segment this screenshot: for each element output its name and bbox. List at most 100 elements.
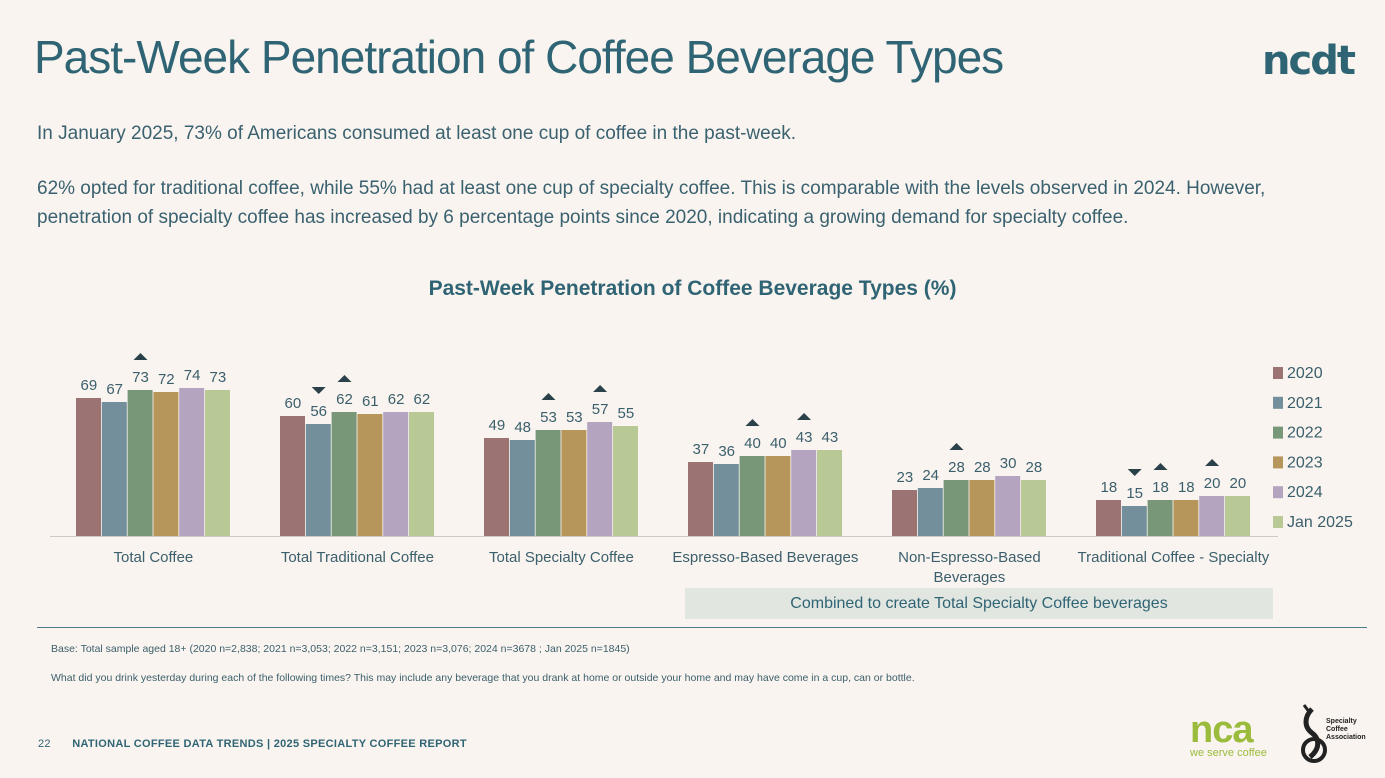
- bar: [892, 490, 917, 536]
- bar-value-label: 36: [718, 443, 735, 460]
- bar-value-label: 53: [566, 409, 583, 426]
- bar: [1096, 500, 1121, 536]
- bar: [484, 438, 509, 536]
- bar-value-label: 56: [310, 403, 327, 420]
- bar: [535, 430, 561, 536]
- combined-note: Combined to create Total Specialty Coffe…: [685, 588, 1273, 619]
- bar-value-label: 69: [81, 377, 98, 394]
- intro-text-2: 62% opted for traditional coffee, while …: [37, 178, 1266, 228]
- ncdt-logo: ncdt: [1262, 38, 1356, 84]
- bar: [765, 456, 791, 536]
- bar: [995, 476, 1021, 536]
- bar: [688, 462, 713, 536]
- bar-value-label: 73: [210, 369, 227, 386]
- intro-text-1: In January 2025, 73% of Americans consum…: [37, 123, 797, 144]
- bar: [205, 390, 230, 536]
- bar: [1147, 500, 1173, 536]
- bar-value-label: 55: [618, 405, 635, 422]
- sig-up-icon: [745, 419, 760, 426]
- bar: [153, 392, 179, 536]
- bar: [76, 398, 101, 536]
- sig-up-icon: [1205, 459, 1220, 466]
- sig-down-icon: [1127, 469, 1142, 476]
- bar-value-label: 28: [1026, 459, 1043, 476]
- x-tick-label: Total Specialty Coffee: [489, 549, 634, 566]
- sig-up-icon: [797, 413, 812, 420]
- bar-value-label: 15: [1126, 485, 1143, 502]
- bar-value-label: 28: [974, 459, 991, 476]
- bar-value-label: 18: [1101, 479, 1118, 496]
- legend-swatch: [1273, 516, 1283, 528]
- x-tick-label: Beverages: [934, 569, 1006, 586]
- bar-value-label: 30: [1000, 455, 1017, 472]
- bar: [331, 412, 357, 536]
- legend-label: 2022: [1287, 425, 1323, 442]
- legend-swatch: [1273, 486, 1283, 499]
- bar: [101, 402, 127, 536]
- bar: [587, 422, 613, 536]
- sig-down-icon: [311, 387, 326, 394]
- legend-swatch: [1273, 456, 1283, 469]
- bar: [613, 426, 638, 536]
- bar: [1225, 496, 1250, 536]
- bar-value-label: 40: [744, 435, 761, 452]
- bar-value-label: 62: [336, 391, 353, 408]
- bar-value-label: 57: [592, 401, 609, 418]
- bar-value-label: 61: [362, 393, 379, 410]
- base-note: Base: Total sample aged 18+ (2020 n=2,83…: [51, 643, 630, 655]
- sca-line-3: Association: [1326, 734, 1366, 741]
- bar-value-label: 18: [1152, 479, 1169, 496]
- bar: [969, 480, 995, 536]
- bar-value-label: 72: [158, 371, 175, 388]
- bar: [179, 388, 205, 536]
- legend-label: 2023: [1287, 454, 1323, 471]
- x-tick-label: Traditional Coffee - Specialty: [1078, 549, 1270, 566]
- bar-value-label: 48: [514, 419, 531, 436]
- bar-value-label: 20: [1204, 475, 1221, 492]
- x-tick-label: Espresso-Based Beverages: [672, 549, 858, 566]
- bar-value-label: 28: [948, 459, 965, 476]
- bar-value-label: 49: [489, 417, 506, 434]
- sca-line-1: Specialty: [1326, 718, 1357, 725]
- question-note: What did you drink yesterday during each…: [51, 672, 915, 684]
- sig-up-icon: [593, 385, 608, 392]
- sig-up-icon: [949, 443, 964, 450]
- x-tick-label: Total Traditional Coffee: [281, 549, 434, 566]
- bar-chart: 69 67 73 72 74 73 Total Coffee 60 56 62 61 62 62 Tota…: [50, 353, 1353, 586]
- bar: [127, 390, 153, 536]
- bar: [1021, 480, 1046, 536]
- bar-value-label: 60: [285, 395, 302, 412]
- nca-tagline: we serve coffee: [1190, 747, 1267, 759]
- legend-label: 2024: [1287, 484, 1323, 501]
- bar: [1173, 500, 1199, 536]
- x-tick-label: Total Coffee: [114, 549, 194, 566]
- bar-value-label: 53: [540, 409, 557, 426]
- legend-label: 2021: [1287, 395, 1323, 412]
- page-title: Past-Week Penetration of Coffee Beverage…: [34, 31, 1004, 83]
- sig-up-icon: [1153, 463, 1168, 470]
- bar: [739, 456, 765, 536]
- page-number: 22: [38, 738, 51, 750]
- bar: [383, 412, 409, 536]
- sca-logo-icon: [1301, 704, 1327, 763]
- bar: [280, 416, 305, 536]
- bar-value-label: 43: [796, 429, 813, 446]
- sig-up-icon: [337, 375, 352, 382]
- nca-logo-word: nca: [1190, 709, 1253, 751]
- footer: 22 NATIONAL COFFEE DATA TRENDS | 2025 SP…: [38, 738, 467, 750]
- sca-line-2: Coffee: [1326, 726, 1348, 733]
- bar: [791, 450, 817, 536]
- legend-swatch: [1273, 396, 1283, 409]
- bar-value-label: 62: [388, 391, 405, 408]
- bar-value-label: 20: [1230, 475, 1247, 492]
- bar-value-label: 24: [922, 467, 939, 484]
- bar: [1121, 506, 1147, 536]
- bar: [917, 488, 943, 536]
- bar: [943, 480, 969, 536]
- bar: [561, 430, 587, 536]
- sig-up-icon: [133, 353, 148, 360]
- legend-label: Jan 2025: [1287, 514, 1353, 531]
- bar: [409, 412, 434, 536]
- divider: [37, 627, 1367, 628]
- bar: [1199, 496, 1225, 536]
